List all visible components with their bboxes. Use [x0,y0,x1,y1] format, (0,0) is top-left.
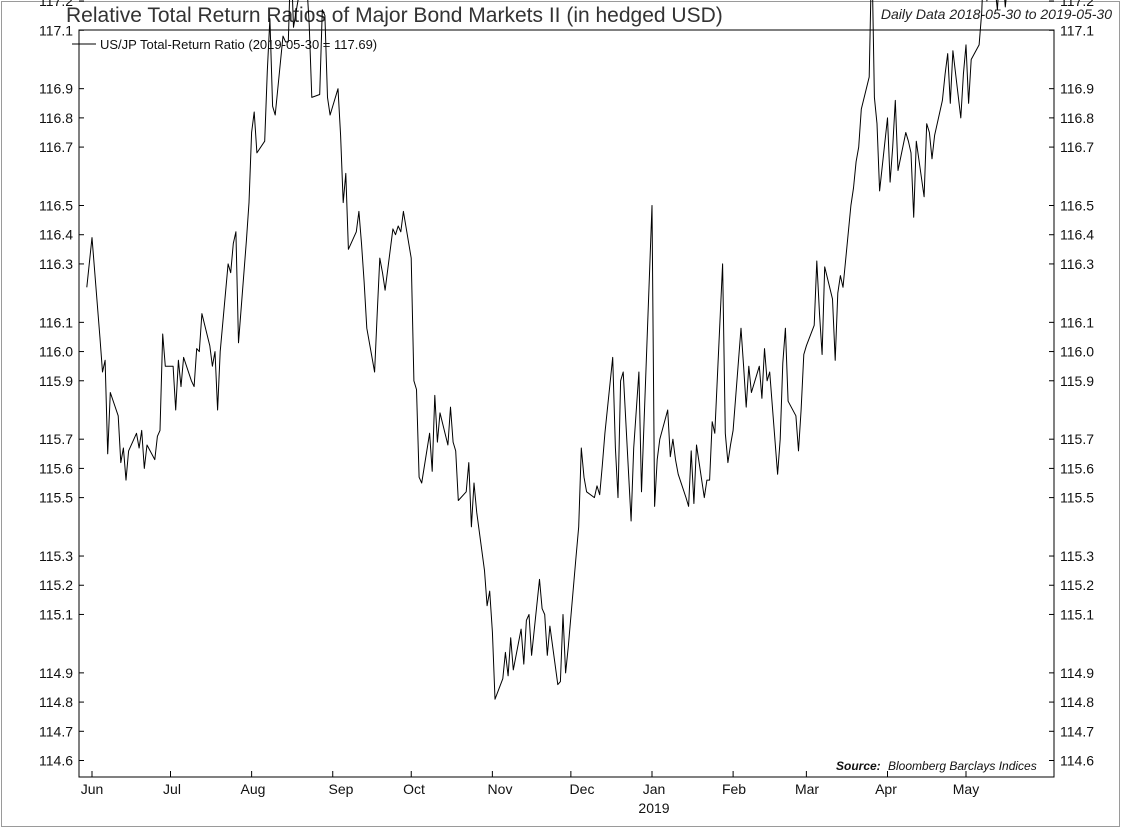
y-tick-label-right: 115.6 [1060,460,1094,476]
x-year-label: 2019 [638,800,669,816]
y-tick-label-right: 116.3 [1060,256,1094,272]
y-tick-label-right: 117.2 [1060,0,1094,9]
y-tick-label-left: 117.2 [39,0,73,9]
y-tick-label-right: 115.1 [1060,606,1094,622]
y-tick-label-left: 114.9 [39,665,73,681]
x-tick-label: Aug [241,781,266,797]
y-tick-label-left: 116.7 [39,139,73,155]
y-tick-label-right: 116.4 [1060,227,1094,243]
x-tick-label: Apr [875,781,897,797]
y-tick-label-left: 116.3 [39,256,73,272]
y-tick-label-right: 116.5 [1060,198,1094,214]
y-tick-label-right: 117.1 [1060,22,1094,38]
x-tick-label: Nov [488,781,513,797]
y-tick-label-right: 115.2 [1060,577,1094,593]
y-tick-label-left: 116.9 [39,81,73,97]
y-tick-label-left: 115.6 [39,460,73,476]
y-tick-label-left: 114.7 [39,723,73,739]
y-tick-label-right: 116.7 [1060,139,1094,155]
y-tick-label-left: 117.1 [39,22,73,38]
y-tick-label-right: 116.9 [1060,81,1094,97]
x-tick-label: Dec [570,781,595,797]
y-tick-label-left: 114.8 [39,694,73,710]
y-tick-label-left: 114.6 [39,753,73,769]
y-tick-label-right: 115.7 [1060,431,1094,447]
y-tick-label-right: 115.9 [1060,373,1094,389]
y-tick-label-left: 115.5 [39,490,73,506]
y-tick-label-right: 114.8 [1060,694,1094,710]
x-tick-label: May [953,781,979,797]
x-tick-label: Sep [329,781,354,797]
legend-label: US/JP Total-Return Ratio (2019-05-30 = 1… [100,37,377,52]
y-tick-label-right: 116.0 [1060,344,1094,360]
y-tick-label-left: 116.0 [39,344,73,360]
x-tick-label: Feb [722,781,746,797]
y-tick-label-left: 115.3 [39,548,73,564]
source-label: Source: [836,759,881,773]
y-tick-label-right: 116.1 [1060,314,1094,330]
x-tick-label: Oct [403,781,425,797]
y-tick-label-left: 116.4 [39,227,73,243]
y-tick-label-right: 114.6 [1060,753,1094,769]
y-tick-label-left: 115.1 [39,606,73,622]
x-tick-label: Mar [795,781,819,797]
plot-area-border [78,29,1055,778]
y-tick-label-left: 115.2 [39,577,73,593]
y-tick-label-left: 116.8 [39,110,73,126]
source-text: Bloomberg Barclays Indices [888,759,1037,773]
series-line-us-jp [86,0,1007,700]
y-tick-label-left: 115.9 [39,373,73,389]
y-tick-label-left: 115.7 [39,431,73,447]
chart-title: Relative Total Return Ratios of Major Bo… [66,4,723,27]
y-tick-label-left: 116.1 [39,314,73,330]
x-tick-label: Jun [81,781,104,797]
x-tick-label: Jan [643,781,666,797]
chart-subtitle: Daily Data 2018-05-30 to 2019-05-30 [880,6,1112,22]
y-tick-label-right: 114.9 [1060,665,1094,681]
x-tick-label: Jul [163,781,181,797]
y-tick-label-right: 116.8 [1060,110,1094,126]
y-tick-label-right: 115.5 [1060,490,1094,506]
y-tick-label-right: 115.3 [1060,548,1094,564]
y-tick-label-right: 114.7 [1060,723,1094,739]
y-tick-label-left: 116.5 [39,198,73,214]
